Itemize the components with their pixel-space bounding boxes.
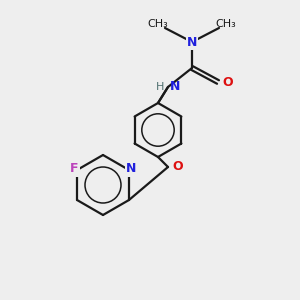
Text: N: N bbox=[170, 80, 180, 94]
Text: N: N bbox=[126, 163, 136, 176]
Text: CH₃: CH₃ bbox=[148, 19, 168, 29]
Text: O: O bbox=[172, 160, 183, 173]
Text: F: F bbox=[70, 163, 78, 176]
Text: H: H bbox=[156, 82, 164, 92]
Text: CH₃: CH₃ bbox=[216, 19, 236, 29]
Text: O: O bbox=[223, 76, 233, 88]
Text: N: N bbox=[187, 35, 197, 49]
